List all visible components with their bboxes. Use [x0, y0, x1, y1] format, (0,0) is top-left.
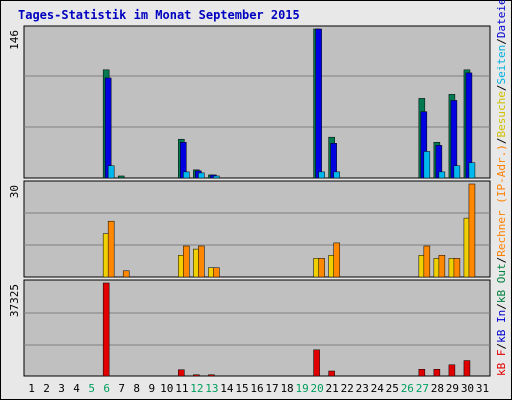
x-tick-label: 6	[103, 382, 110, 395]
bar-rechner-ip-adr--day-13	[213, 267, 220, 278]
y-max-label: 30	[8, 185, 21, 198]
bar-dateien-day-6	[104, 77, 112, 179]
legend-entry: kB Out	[495, 263, 508, 303]
x-tick-label: 29	[446, 382, 459, 395]
legend-entry: Rechner (IP-Adr.)	[495, 144, 508, 257]
bar-seiten-day-11	[183, 171, 190, 179]
x-tick-label: 3	[58, 382, 65, 395]
x-tick-label: 15	[235, 382, 248, 395]
bar-kb-f-day-21	[328, 370, 335, 377]
x-tick-label: 13	[205, 382, 218, 395]
x-tick-label: 9	[148, 382, 155, 395]
legend-entry: Seiten	[495, 45, 508, 85]
legend-entry: /	[495, 343, 508, 350]
x-tick-label: 16	[250, 382, 263, 395]
bar-kb-f-day-28	[433, 369, 441, 377]
legend-entry: /	[495, 85, 508, 92]
x-tick-label: 2	[43, 382, 50, 395]
x-tick-label: 28	[431, 382, 444, 395]
x-tick-label: 19	[295, 382, 308, 395]
x-tick-label: 18	[280, 382, 293, 395]
bar-rechner-ip-adr--day-11	[183, 245, 190, 278]
legend-entry: /	[495, 303, 508, 310]
bar-seiten-day-29	[453, 165, 461, 179]
legend-entry: /	[495, 38, 508, 45]
x-tick-label: 8	[133, 382, 140, 395]
bar-seiten-day-27	[423, 151, 431, 179]
y-max-label: 37325	[8, 284, 21, 317]
x-tick-label: 31	[476, 382, 489, 395]
x-tick-label: 24	[371, 382, 385, 395]
x-tick-label: 11	[175, 382, 188, 395]
bar-kb-f-day-11	[178, 369, 185, 377]
bar-kb-f-day-30	[463, 360, 471, 377]
bar-rechner-ip-adr--day-21	[333, 242, 340, 278]
bar-kb-f-day-6	[102, 282, 110, 377]
x-tick-label: 5	[88, 382, 95, 395]
x-tick-label: 30	[461, 382, 474, 395]
legend-entry: /	[495, 257, 508, 264]
bar-anfragen-day-7	[117, 175, 125, 179]
bar-seiten-day-13	[213, 175, 220, 179]
bar-kb-f-day-12	[193, 374, 200, 377]
bar-seiten-day-20	[318, 171, 325, 179]
x-tick-label: 14	[220, 382, 234, 395]
x-tick-label: 4	[73, 382, 80, 395]
bar-seiten-day-12	[198, 172, 205, 179]
x-tick-label: 20	[311, 382, 324, 395]
bar-rechner-ip-adr--day-30	[468, 183, 476, 278]
x-tick-label: 7	[118, 382, 125, 395]
bar-dateien-day-30	[465, 72, 473, 179]
bar-rechner-ip-adr--day-29	[453, 258, 461, 278]
legend-entry: kB F	[495, 350, 508, 377]
chart-panel-2	[23, 180, 491, 278]
bar-seiten-day-21	[333, 171, 340, 179]
bar-kb-f-day-27	[418, 369, 426, 377]
chart-panel-1	[23, 25, 491, 179]
bar-kb-f-day-29	[448, 364, 456, 377]
x-tick-label: 22	[341, 382, 354, 395]
bar-rechner-ip-adr--day-27	[423, 245, 431, 278]
chart-panel-3	[23, 279, 491, 377]
x-tick-label: 21	[326, 382, 339, 395]
x-tick-label: 12	[190, 382, 203, 395]
bar-rechner-ip-adr--day-12	[198, 245, 205, 278]
legend: kB F/kB In/kB Out/Rechner (IP-Adr.)/Besu…	[495, 0, 508, 376]
x-tick-label: 25	[386, 382, 399, 395]
legend-entry: Besuche	[495, 91, 508, 137]
bar-kb-f-day-13	[208, 374, 215, 377]
x-tick-label: 27	[416, 382, 429, 395]
x-tick-label: 10	[160, 382, 173, 395]
bar-rechner-ip-adr--day-7	[122, 270, 130, 278]
x-tick-label: 1	[28, 382, 35, 395]
x-tick-label: 26	[401, 382, 414, 395]
bar-seiten-day-28	[438, 171, 446, 179]
y-max-label: 146	[8, 30, 21, 50]
legend-entry: Dateien	[495, 0, 508, 38]
bar-rechner-ip-adr--day-28	[438, 255, 446, 278]
bar-seiten-day-6	[107, 165, 115, 179]
bar-seiten-day-30	[468, 162, 476, 179]
legend-entry: /	[495, 138, 508, 145]
x-tick-label: 23	[356, 382, 369, 395]
x-tick-label: 17	[265, 382, 278, 395]
bar-dateien-day-20	[315, 28, 322, 179]
bar-rechner-ip-adr--day-20	[318, 258, 325, 278]
bar-kb-f-day-20	[313, 349, 320, 377]
bar-rechner-ip-adr--day-6	[107, 220, 115, 278]
chart-title: Tages-Statistik im Monat September 2015	[18, 8, 300, 22]
legend-entry: kB In	[495, 310, 508, 343]
